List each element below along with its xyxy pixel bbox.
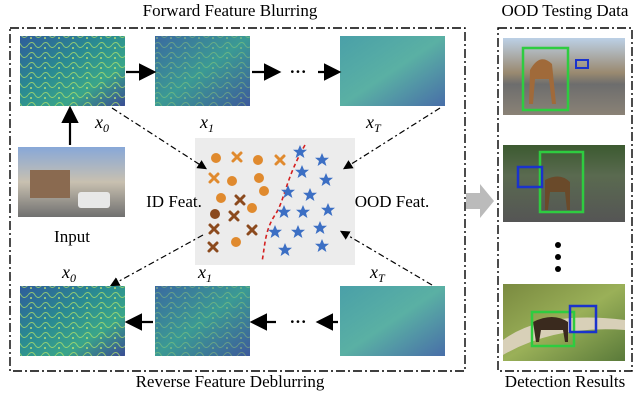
feature-map	[340, 286, 445, 356]
arrow	[345, 108, 440, 168]
arrow	[342, 232, 432, 285]
ellipsis: ···	[289, 312, 306, 331]
feature-map	[155, 286, 250, 356]
ood-image	[503, 38, 625, 115]
feature-map	[155, 36, 250, 106]
arrow	[112, 235, 203, 285]
feature-map	[20, 36, 125, 106]
ood-image	[503, 284, 625, 361]
arrow	[112, 108, 205, 168]
x-label: x0	[61, 262, 76, 285]
x-label: x1	[199, 112, 214, 135]
ood-feat-label: OOD Feat.	[355, 192, 430, 211]
vertical-ellipsis	[555, 242, 561, 272]
forward-title: Forward Feature Blurring	[143, 1, 318, 20]
x-label: xT	[365, 112, 382, 135]
x-label: x1	[197, 262, 212, 285]
input-image	[18, 147, 125, 217]
x-label: xT	[369, 262, 386, 285]
feature-map	[340, 36, 445, 106]
feature-map	[20, 286, 125, 356]
ood-image	[503, 145, 625, 222]
ellipsis: ···	[289, 62, 306, 81]
diagram: Forward Feature Blurring OOD Testing Dat…	[0, 0, 643, 394]
ood-data-title: OOD Testing Data	[502, 1, 629, 20]
x-label: x0	[94, 112, 109, 135]
reverse-title: Reverse Feature Deblurring	[136, 372, 325, 391]
input-label: Input	[54, 227, 90, 246]
big-arrow	[466, 184, 494, 218]
id-feat-label: ID Feat.	[146, 192, 202, 211]
detection-title: Detection Results	[505, 372, 625, 391]
